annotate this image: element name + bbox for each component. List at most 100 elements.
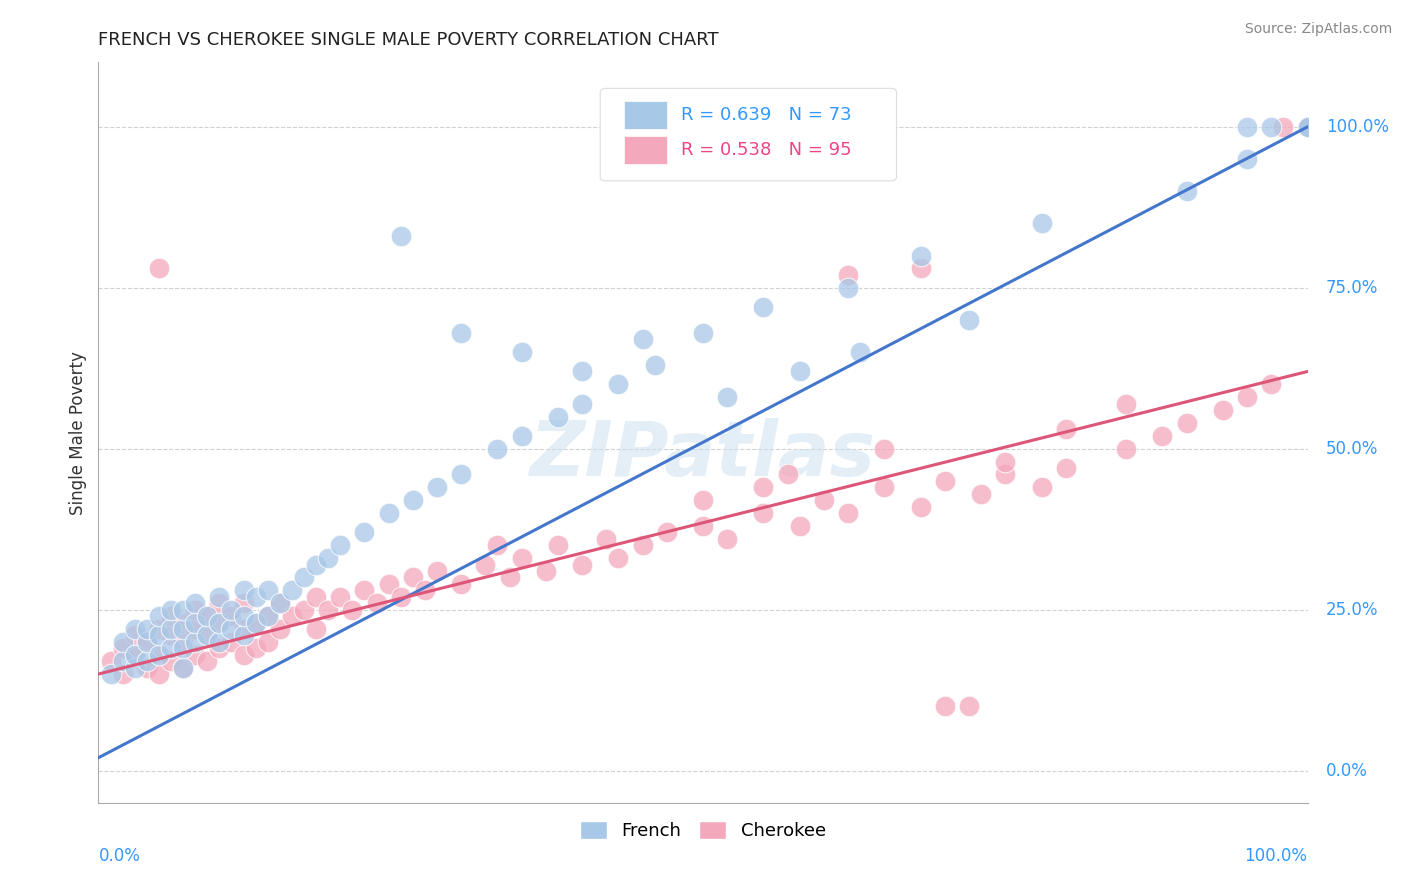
Point <box>426 480 449 494</box>
Point <box>366 596 388 610</box>
Point <box>232 596 254 610</box>
Point <box>135 635 157 649</box>
Point <box>389 590 412 604</box>
Point <box>1236 120 1258 134</box>
Point <box>692 326 714 340</box>
Point <box>631 538 654 552</box>
Point <box>111 654 134 668</box>
Point <box>1031 216 1053 230</box>
Point <box>245 615 267 630</box>
Point <box>100 654 122 668</box>
Point <box>281 583 304 598</box>
Point <box>692 493 714 508</box>
Point <box>1115 442 1137 456</box>
Point <box>256 635 278 649</box>
Point <box>450 577 472 591</box>
Point <box>402 493 425 508</box>
Text: 0.0%: 0.0% <box>98 847 141 865</box>
Point <box>256 609 278 624</box>
FancyBboxPatch shape <box>600 88 897 181</box>
Point <box>221 635 243 649</box>
Point <box>957 699 980 714</box>
Point <box>752 506 775 520</box>
Point <box>148 648 170 662</box>
Point <box>510 551 533 566</box>
Point <box>655 525 678 540</box>
Point <box>329 590 352 604</box>
Point <box>124 628 146 642</box>
Point <box>135 622 157 636</box>
Point <box>316 602 339 616</box>
Point <box>329 538 352 552</box>
Point <box>148 261 170 276</box>
Point <box>510 429 533 443</box>
Point <box>1054 461 1077 475</box>
Point <box>100 667 122 681</box>
Point <box>353 583 375 598</box>
Point <box>789 519 811 533</box>
Text: R = 0.538   N = 95: R = 0.538 N = 95 <box>682 141 852 159</box>
Point <box>389 229 412 244</box>
Point <box>148 648 170 662</box>
Point <box>124 660 146 674</box>
Point <box>1296 120 1319 134</box>
Point <box>498 570 520 584</box>
Point <box>631 332 654 346</box>
Point <box>172 622 194 636</box>
Text: ZIPatlas: ZIPatlas <box>530 417 876 491</box>
Point <box>172 635 194 649</box>
Point <box>353 525 375 540</box>
Point <box>245 590 267 604</box>
Point <box>172 602 194 616</box>
Point <box>752 480 775 494</box>
Point <box>837 268 859 282</box>
Point <box>135 635 157 649</box>
Point <box>486 538 509 552</box>
Point <box>208 615 231 630</box>
Point <box>135 660 157 674</box>
Point <box>135 654 157 668</box>
Point <box>910 249 932 263</box>
Point <box>1031 480 1053 494</box>
Point <box>111 635 134 649</box>
Text: 50.0%: 50.0% <box>1326 440 1378 458</box>
Point <box>994 454 1017 468</box>
Point <box>1260 120 1282 134</box>
Point <box>571 558 593 572</box>
Point <box>111 641 134 656</box>
Point <box>316 551 339 566</box>
Point <box>160 628 183 642</box>
Point <box>305 622 328 636</box>
Point <box>752 300 775 314</box>
Point <box>1175 416 1198 430</box>
Point <box>789 364 811 378</box>
Point <box>208 615 231 630</box>
Point <box>1236 152 1258 166</box>
Point <box>269 596 291 610</box>
Point <box>148 628 170 642</box>
FancyBboxPatch shape <box>624 136 666 164</box>
Point <box>184 615 207 630</box>
Point <box>232 609 254 624</box>
Text: 25.0%: 25.0% <box>1326 600 1378 619</box>
Point <box>269 596 291 610</box>
Point <box>402 570 425 584</box>
Point <box>534 564 557 578</box>
Point <box>208 635 231 649</box>
Point <box>172 660 194 674</box>
Point <box>208 596 231 610</box>
Point <box>934 699 956 714</box>
Point <box>547 538 569 552</box>
Point <box>148 609 170 624</box>
Point <box>1152 429 1174 443</box>
Point <box>195 628 218 642</box>
Point <box>1296 120 1319 134</box>
Point <box>692 519 714 533</box>
Point <box>342 602 364 616</box>
Point <box>208 641 231 656</box>
Point <box>245 641 267 656</box>
Text: 100.0%: 100.0% <box>1326 118 1389 136</box>
Point <box>934 474 956 488</box>
Point <box>184 635 207 649</box>
Point <box>1175 184 1198 198</box>
